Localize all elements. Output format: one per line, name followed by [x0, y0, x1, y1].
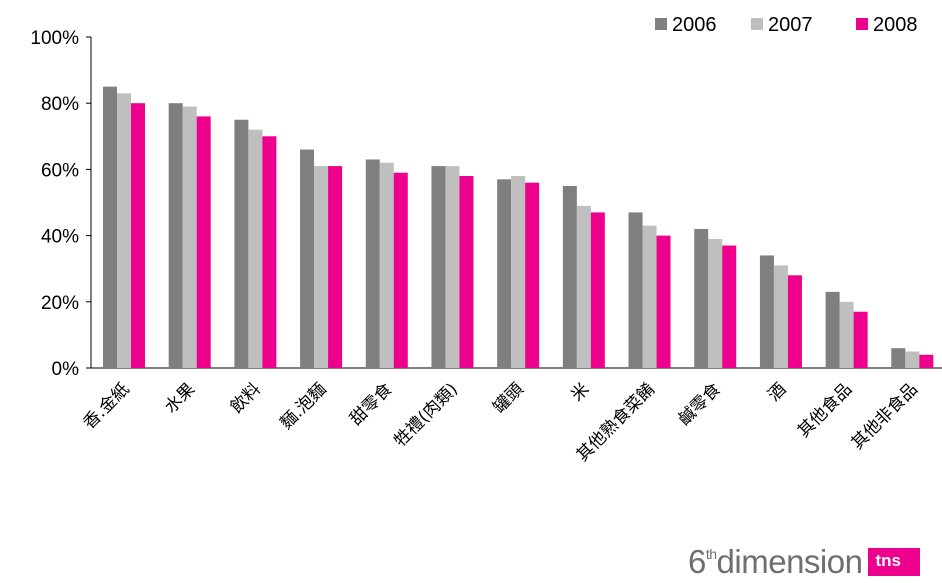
category-label: 麵.泡麵 — [277, 379, 331, 433]
legend-swatch-2006 — [655, 18, 667, 30]
y-tick-label: 100% — [30, 28, 79, 49]
category-label: 其他非食品 — [848, 379, 922, 453]
category-label: 甜零食 — [346, 379, 396, 429]
y-tick-label: 0% — [52, 359, 80, 380]
bar-2008 — [854, 312, 868, 368]
legend-label-2006: 2006 — [672, 14, 717, 36]
bar-2008 — [262, 136, 276, 368]
y-tick-label: 20% — [41, 293, 79, 314]
legend-label-2008: 2008 — [873, 14, 918, 36]
bar-2007 — [314, 166, 328, 368]
brand-prefix: 6 — [688, 543, 706, 580]
bar-2008 — [394, 173, 408, 368]
bars — [103, 87, 933, 368]
bar-2008 — [459, 176, 473, 368]
brand-name: dimension — [717, 543, 863, 580]
bar-2007 — [643, 226, 657, 368]
bar-2007 — [708, 239, 722, 368]
bar-2008 — [328, 166, 342, 368]
bar-2006 — [103, 87, 117, 368]
bar-2008 — [722, 246, 736, 368]
bar-2008 — [788, 275, 802, 368]
category-label: 罐頭 — [490, 379, 528, 417]
legend-label-2007: 2007 — [768, 14, 813, 36]
bar-2006 — [694, 229, 708, 368]
bar-2007 — [905, 351, 919, 368]
bar-2007 — [183, 107, 197, 368]
category-label: 米 — [567, 379, 593, 405]
bar-2006 — [826, 292, 840, 368]
bar-2006 — [497, 179, 511, 368]
category-label: 其他食品 — [794, 379, 856, 441]
y-tick-label: 40% — [41, 227, 79, 248]
y-axis: 0% 20% 40% 60% 80% 100% — [30, 28, 91, 380]
category-label: 鹹零食 — [675, 379, 725, 429]
bar-2006 — [563, 186, 577, 368]
tns-logo-icon: tns — [868, 548, 920, 576]
bar-2006 — [760, 255, 774, 368]
y-tick-label: 80% — [41, 94, 79, 115]
bar-2008 — [131, 103, 145, 368]
bar-2008 — [197, 116, 211, 368]
bar-2006 — [891, 348, 905, 368]
brand-wordmark: 6thdimension — [688, 536, 862, 580]
bar-2006 — [169, 103, 183, 368]
brand-superscript: th — [706, 546, 717, 562]
category-labels: 香.金紙 水果 飲料 麵.泡麵 甜零食牲禮(肉類) 罐頭 米其他熟食菜餚 鹹零食酒其他食品其他… — [80, 379, 922, 466]
bar-2008 — [525, 183, 539, 368]
category-label: 飲料 — [227, 379, 265, 417]
bar-2007 — [511, 176, 525, 368]
tns-logo-label: tns — [875, 551, 901, 571]
bar-2008 — [657, 236, 671, 368]
bar-2007 — [248, 130, 262, 368]
bar-2007 — [577, 206, 591, 368]
bar-2007 — [380, 163, 394, 368]
bar-2008 — [591, 212, 605, 368]
category-label: 牲禮(肉類) — [390, 379, 462, 451]
bar-2006 — [366, 159, 380, 368]
bar-2006 — [629, 212, 643, 368]
bar-2008 — [919, 355, 933, 368]
y-tick-label: 60% — [41, 160, 79, 181]
legend-swatch-2007 — [751, 18, 763, 30]
legend: 2006 2007 2008 — [655, 14, 918, 36]
bar-2007 — [840, 302, 854, 368]
category-label: 香.金紙 — [80, 379, 134, 433]
bar-2006 — [300, 150, 314, 368]
category-label: 水果 — [161, 379, 199, 417]
bar-2006 — [234, 120, 248, 368]
bar-2007 — [774, 265, 788, 368]
bar-2007 — [117, 93, 131, 368]
legend-swatch-2008 — [856, 18, 868, 30]
brand-logo: 6thdimension tns — [688, 540, 920, 580]
category-label: 酒 — [764, 379, 790, 405]
bar-2006 — [431, 166, 445, 368]
bar-2007 — [445, 166, 459, 368]
